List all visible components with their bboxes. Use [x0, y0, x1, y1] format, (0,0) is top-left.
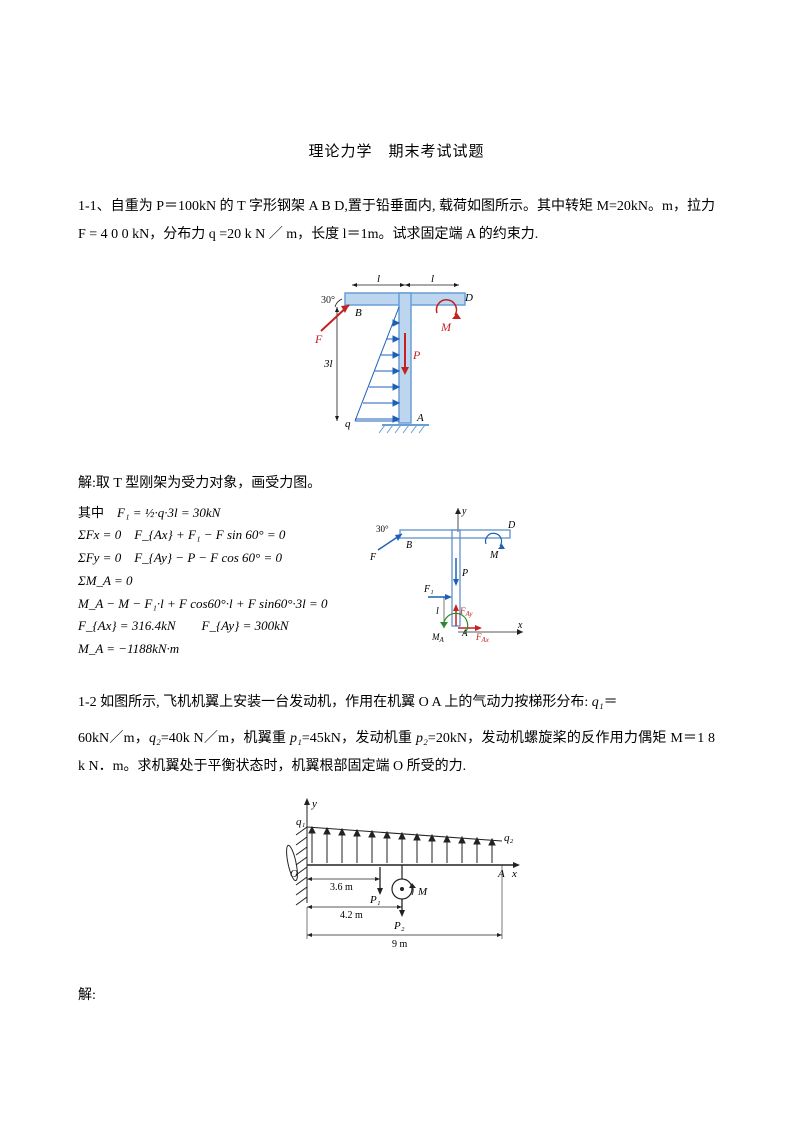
svg-text:9 m: 9 m [392, 939, 408, 950]
svg-text:x: x [517, 620, 523, 631]
solution-1-equations: 其中 F₁ = ½·q·3l = 30kN ΣFx = 0 F_{Ax} + F… [78, 502, 328, 661]
svg-text:q₁: q₁ [296, 816, 306, 828]
svg-text:M: M [417, 886, 428, 898]
solution-1-intro: 解:取 T 型刚架为受力对象，画受力图。 [78, 471, 715, 498]
solution-2-intro: 解: [78, 983, 715, 1010]
svg-text:y: y [461, 506, 467, 517]
problem-1-text: 1-1、自重为 P＝100kN 的 T 字形钢架 A B D,置于铅垂面内, 载… [78, 193, 715, 249]
svg-text:B: B [406, 540, 412, 551]
problem-2-text-cont: 60kN／m，q₂=40k N／m，机翼重 p₁=45kN，发动机重 p₂=20… [78, 725, 715, 781]
svg-text:P₁: P₁ [369, 894, 381, 906]
label-l-1: l [377, 273, 380, 285]
svg-text:FAy: FAy [459, 606, 473, 618]
svg-text:D: D [507, 520, 516, 531]
svg-text:y: y [311, 798, 317, 810]
label-M: M [440, 320, 452, 334]
svg-text:FAx: FAx [475, 632, 490, 642]
svg-text:x: x [511, 868, 517, 880]
label-q: q [345, 418, 351, 430]
figure-1: l l 3l F 30° B D A M P [78, 263, 715, 453]
page-title: 理论力学 期末考试试题 [78, 140, 715, 161]
label-B: B [355, 307, 362, 319]
label-F: F [314, 332, 323, 346]
svg-text:3.6 m: 3.6 m [330, 882, 353, 893]
figure-1-fbd: x y F 30° B D M P [358, 502, 528, 647]
label-D: D [464, 292, 473, 304]
svg-text:P₂: P₂ [393, 920, 405, 932]
svg-text:A: A [497, 868, 505, 880]
solution-1-block: 其中 F₁ = ½·q·3l = 30kN ΣFx = 0 F_{Ax} + F… [78, 502, 715, 661]
label-A: A [416, 412, 424, 424]
label-P: P [412, 348, 421, 362]
figure-2: y O x A [78, 795, 715, 965]
svg-text:M: M [489, 550, 499, 561]
svg-text:30°: 30° [376, 524, 389, 534]
svg-text:P: P [461, 568, 468, 579]
svg-text:q₂: q₂ [504, 832, 514, 844]
label-angle: 30° [321, 295, 335, 306]
svg-text:l: l [436, 606, 439, 617]
label-l-2: l [431, 273, 434, 285]
problem-2-text: 1-2 如图所示, 飞机机翼上安装一台发动机，作用在机翼 O A 上的气动力按梯… [78, 689, 715, 717]
svg-text:MA: MA [431, 632, 445, 642]
svg-text:F: F [369, 552, 377, 563]
svg-text:4.2 m: 4.2 m [340, 910, 363, 921]
svg-text:F₁: F₁ [423, 584, 434, 595]
label-3l: 3l [323, 358, 333, 370]
